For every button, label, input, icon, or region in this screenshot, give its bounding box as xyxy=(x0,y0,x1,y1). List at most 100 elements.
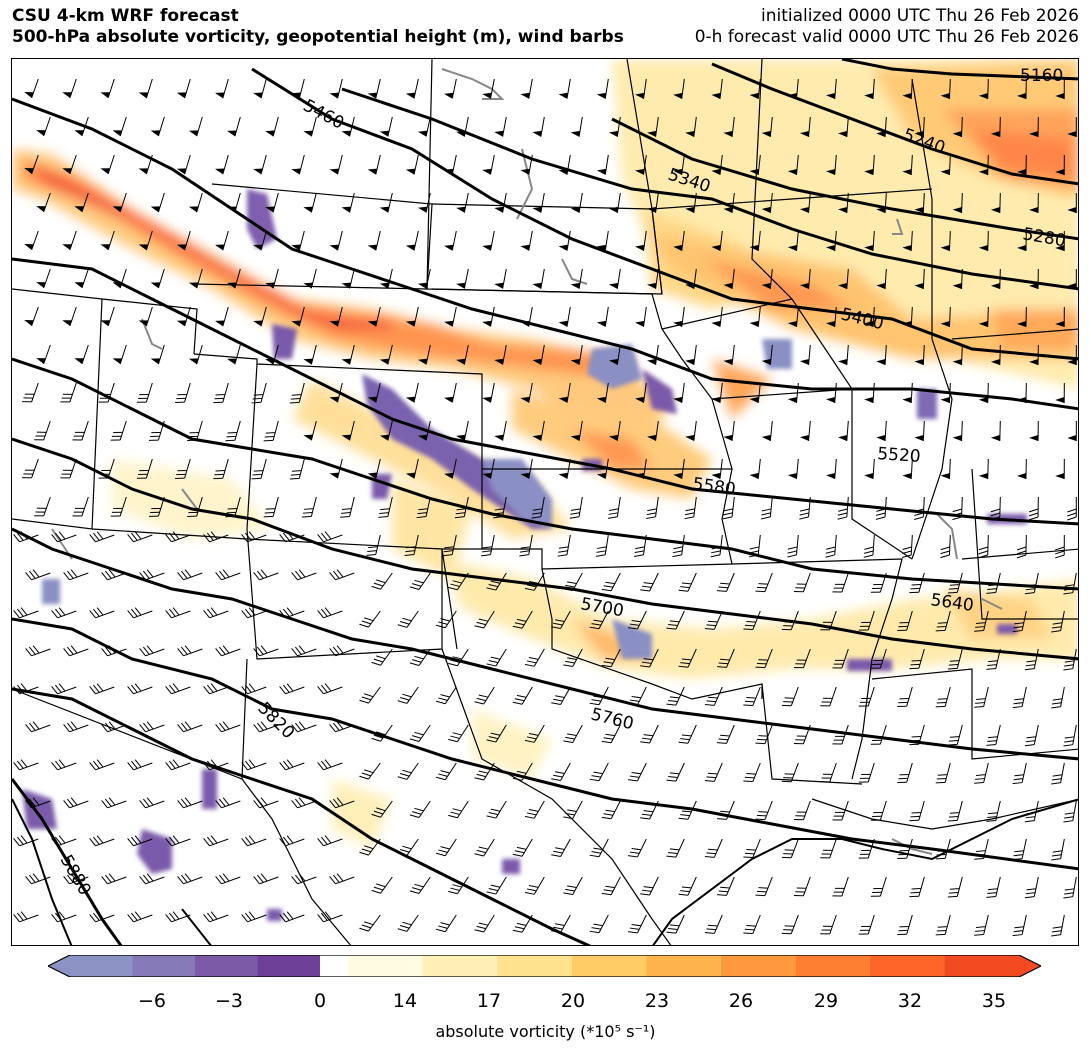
wind-barb xyxy=(13,531,39,543)
wind-barb xyxy=(974,610,989,632)
wind-barb xyxy=(761,116,773,137)
wind-barb xyxy=(51,759,77,771)
wind-barb xyxy=(1063,724,1077,747)
wind-barb xyxy=(417,420,431,441)
wind-barb xyxy=(820,762,837,783)
wind-barb xyxy=(291,797,317,809)
wind-barb xyxy=(101,645,127,657)
wind-barb xyxy=(177,797,203,809)
wind-barb xyxy=(673,78,685,99)
wind-barb xyxy=(685,192,697,213)
wind-barb xyxy=(112,116,127,137)
wind-barb xyxy=(1016,534,1027,559)
wind-barb xyxy=(417,268,431,289)
wind-barb xyxy=(978,230,989,252)
wind-barb xyxy=(176,78,191,99)
wind-barb xyxy=(749,230,761,251)
wind-barb xyxy=(557,534,571,557)
wind-barb xyxy=(482,78,495,99)
wind-barb xyxy=(858,762,875,783)
wind-barb xyxy=(379,192,393,213)
wind-barb xyxy=(799,344,811,365)
wind-barb xyxy=(986,724,1001,746)
wind-barb xyxy=(303,268,317,289)
wind-barb xyxy=(138,230,153,251)
wind-barb xyxy=(341,420,355,441)
wind-barb xyxy=(646,496,659,520)
wind-barb xyxy=(241,759,267,771)
wind-barb xyxy=(524,648,545,667)
wind-barb xyxy=(225,420,241,442)
wind-barb xyxy=(1017,78,1027,100)
wind-barb xyxy=(329,230,343,251)
wind-barb xyxy=(520,306,533,327)
wind-barb xyxy=(634,534,647,557)
wind-barb xyxy=(799,116,811,137)
wind-barb xyxy=(177,873,203,885)
wind-barb xyxy=(978,534,989,559)
wind-barb xyxy=(520,154,533,175)
wind-barb xyxy=(409,572,431,590)
wind-barb xyxy=(371,648,393,666)
wind-barb xyxy=(329,721,355,733)
wind-barb xyxy=(858,838,875,859)
wind-barb xyxy=(74,116,89,137)
wind-barb xyxy=(24,78,39,99)
wind-barb xyxy=(371,572,393,590)
wind-barb xyxy=(34,496,51,517)
colorbar-cell-positive xyxy=(497,955,572,977)
wind-barb xyxy=(486,648,507,667)
wind-barb xyxy=(36,344,51,365)
wind-barb xyxy=(263,420,279,442)
wind-barb xyxy=(520,230,533,251)
wind-barb xyxy=(51,607,77,619)
wind-barb xyxy=(36,192,51,213)
wind-barb xyxy=(799,268,811,289)
wind-barb xyxy=(89,911,115,923)
contour-5160 xyxy=(841,59,1078,81)
wind-barb xyxy=(279,911,305,923)
wind-barb xyxy=(532,192,545,213)
wind-barb xyxy=(1024,572,1039,595)
vorticity-shading xyxy=(12,59,1078,921)
wind-barb xyxy=(532,420,545,441)
wind-barb xyxy=(317,607,343,619)
wind-barb xyxy=(291,721,317,733)
wind-barb xyxy=(820,610,837,631)
wind-barb xyxy=(36,116,51,137)
wind-barb xyxy=(723,116,735,137)
wind-barb xyxy=(22,458,39,479)
wind-barb xyxy=(359,610,381,628)
wind-barb xyxy=(98,382,115,403)
wind-barb xyxy=(72,496,89,517)
wind-barb xyxy=(952,496,963,521)
wind-barb xyxy=(409,724,431,742)
wind-barb xyxy=(176,306,191,327)
colorbar-cell-negative xyxy=(132,955,195,977)
wind-barb xyxy=(601,648,621,668)
wind-barb xyxy=(188,116,203,137)
wind-barb xyxy=(608,192,621,213)
wind-barb xyxy=(901,534,913,558)
contour-5760 xyxy=(12,617,1078,871)
wind-barb xyxy=(486,724,507,743)
wind-barb xyxy=(241,531,267,543)
wind-barb xyxy=(558,382,571,403)
wind-barb xyxy=(947,648,963,670)
contour-label-5880: 5880 xyxy=(56,852,95,899)
wind-barb xyxy=(520,458,533,479)
wind-barb xyxy=(563,724,583,744)
wind-barb xyxy=(838,344,849,365)
wind-barb xyxy=(864,230,875,251)
colorbar-cell-positive xyxy=(571,955,647,977)
wind-barb xyxy=(666,610,685,630)
wind-barb xyxy=(647,420,659,441)
wind-barb xyxy=(870,724,887,745)
wind-barb xyxy=(704,610,723,630)
init-time-label: initialized 0000 UTC Thu 26 Feb 2026 xyxy=(761,6,1079,26)
colorbar-cells xyxy=(48,955,1041,977)
wind-barb xyxy=(291,78,305,99)
wind-barb xyxy=(265,344,279,365)
wind-barb xyxy=(448,876,469,895)
wind-barb xyxy=(838,192,849,213)
